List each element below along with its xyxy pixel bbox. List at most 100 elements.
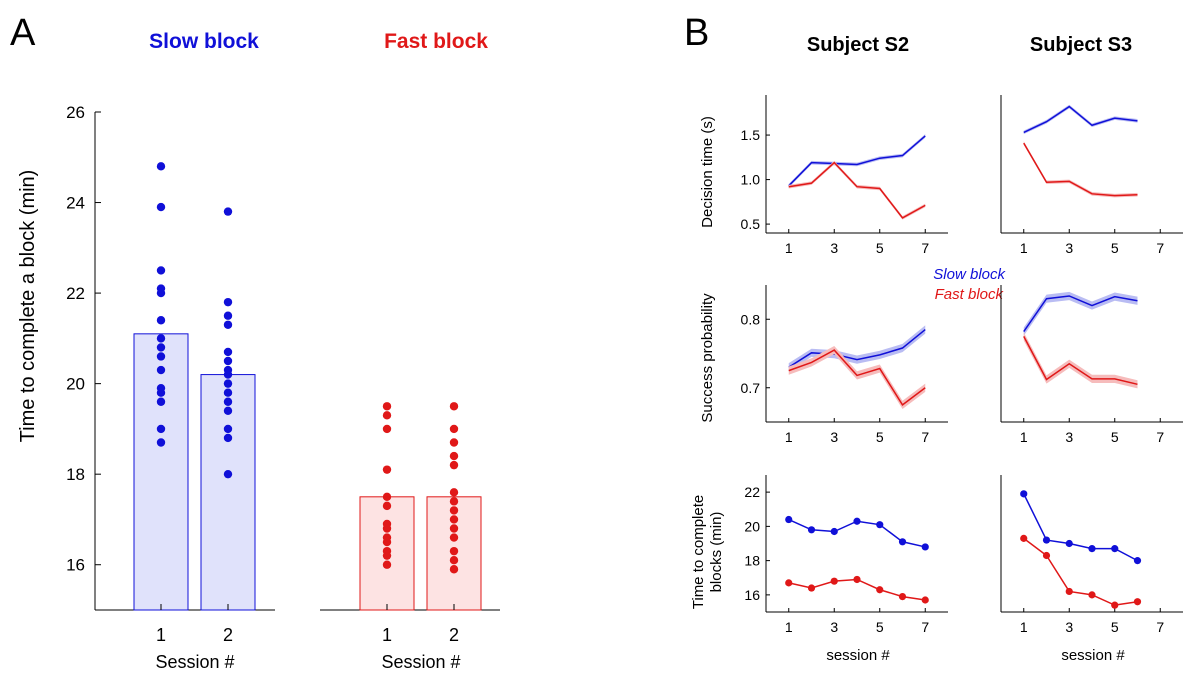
y-tick-label: 22: [744, 484, 760, 500]
data-point: [223, 297, 233, 307]
panel-label-a: A: [10, 12, 36, 54]
data-point: [156, 365, 166, 375]
data-point: [223, 379, 233, 388]
data-point: [223, 388, 233, 397]
subject-s3-title: Subject S3: [1030, 34, 1132, 56]
data-point: [223, 207, 233, 216]
data-point: [156, 438, 166, 447]
fast-series-point: [785, 579, 793, 587]
data-point: [156, 266, 166, 275]
y-tick-label: 16: [66, 556, 85, 575]
slow-error-band: [1023, 291, 1138, 336]
data-point: [156, 202, 166, 212]
data-point: [223, 469, 233, 479]
x-tick-label: 7: [921, 619, 929, 635]
slow-series-point: [921, 543, 929, 551]
slow-block-title: Slow block: [149, 30, 259, 53]
data-point: [382, 537, 392, 547]
x-tick-label: 5: [1111, 619, 1119, 635]
x-tick-label: 1: [1020, 619, 1028, 635]
fast-series-point: [898, 592, 907, 601]
y-tick-label: 0.5: [741, 216, 761, 232]
y-tick-label: 0.8: [741, 311, 761, 327]
fast-series-line: [1023, 336, 1138, 386]
x-tick-label: 3: [1065, 619, 1073, 635]
x-tick-label: 1: [382, 625, 392, 645]
slow-series-point: [830, 527, 838, 536]
data-point: [449, 515, 459, 524]
y-tick-label: 24: [66, 194, 85, 213]
slow-series-point: [785, 515, 793, 524]
fast-series-point: [1065, 587, 1073, 596]
y-tick-label: 26: [66, 103, 85, 122]
x-tick-label: 1: [785, 429, 793, 445]
data-point: [223, 370, 233, 379]
data-point: [382, 560, 392, 569]
legend-slow-block: Slow block: [933, 266, 1006, 283]
x-tick-label: 7: [1156, 240, 1164, 256]
fast-series-point: [807, 584, 816, 592]
y-tick-label: 1.5: [741, 127, 761, 143]
data-point: [156, 352, 166, 361]
data-point: [449, 556, 459, 565]
x-tick-label: 2: [223, 625, 233, 645]
slow-series-point: [853, 517, 861, 525]
slow-error-band: [1023, 104, 1138, 135]
data-point: [156, 424, 166, 434]
data-point: [382, 524, 392, 533]
plot-area: 16 18 20 22 24 26 1 2 1 2 1 3 5 7 0.5 1.0 1.5 1 3 5 7 1 3 5 7 0.7…: [66, 95, 1183, 645]
slow-error-band: [788, 325, 926, 372]
slow-error-band: [788, 134, 926, 188]
x-tick-label: 1: [785, 619, 793, 635]
slow-series-point: [1088, 545, 1096, 553]
fast-series-point: [830, 577, 838, 585]
x-tick-label: 5: [876, 619, 884, 635]
data-point: [223, 397, 233, 406]
slow-series-point: [807, 526, 816, 534]
x-tick-label: 2: [449, 625, 459, 645]
x-tick-label: 1: [156, 625, 166, 645]
y-tick-label: 22: [66, 284, 85, 303]
data-point: [449, 497, 459, 506]
x-tick-label: 1: [785, 240, 793, 256]
legend-fast-block: Fast block: [935, 286, 1005, 303]
x-tick-label: 1: [1020, 240, 1028, 256]
fast-series-point: [1088, 591, 1096, 599]
panel-a-xlabel-slow: Session #: [155, 652, 234, 672]
data-point: [156, 397, 166, 406]
fast-error-band: [788, 345, 926, 409]
x-tick-label: 7: [1156, 619, 1164, 635]
x-tick-label: 7: [1156, 429, 1164, 445]
slow-series-point: [1111, 545, 1119, 553]
data-point: [449, 451, 459, 461]
slow-series-point: [876, 521, 884, 529]
data-point: [449, 438, 459, 447]
slow-series-line: [1023, 295, 1138, 333]
data-point: [449, 546, 459, 556]
y-tick-label: 0.7: [741, 380, 761, 396]
fast-error-band: [788, 160, 926, 220]
panel-a-xlabel-fast: Session #: [381, 652, 460, 672]
fast-series-point: [1042, 551, 1051, 560]
slow-series-point: [1042, 536, 1051, 544]
data-point: [156, 162, 166, 171]
slow-series-line: [788, 328, 926, 368]
data-point: [449, 424, 459, 434]
slow-series-point: [898, 538, 907, 546]
fast-series-line: [1023, 537, 1138, 606]
success-probability-ylabel: Success probability: [699, 293, 716, 423]
data-point: [382, 402, 392, 411]
x-tick-label: 3: [830, 240, 838, 256]
data-point: [382, 424, 392, 434]
data-point: [449, 488, 459, 497]
decision-time-ylabel: Decision time (s): [699, 116, 716, 228]
y-tick-label: 16: [744, 587, 760, 603]
slow-series-point: [1133, 557, 1142, 565]
x-tick-label: 3: [1065, 240, 1073, 256]
x-tick-label: 3: [830, 619, 838, 635]
data-point: [156, 343, 166, 352]
data-point: [223, 356, 233, 366]
x-tick-label: 5: [876, 429, 884, 445]
time-complete-ylabel-line2: blocks (min): [708, 512, 725, 593]
